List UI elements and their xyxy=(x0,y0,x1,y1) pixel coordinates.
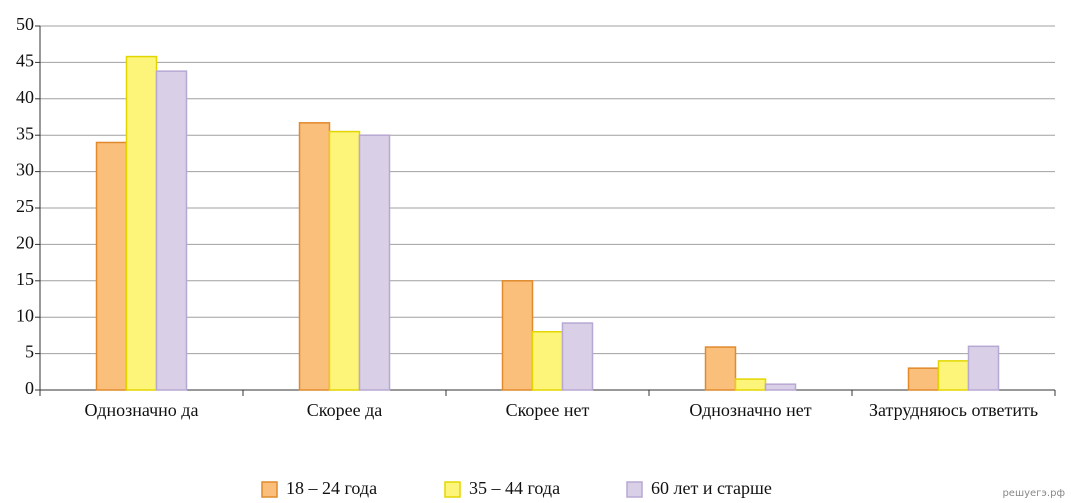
legend-label: 35 – 44 года xyxy=(469,478,560,498)
y-tick-label: 25 xyxy=(16,196,34,216)
bar xyxy=(907,367,940,391)
bar xyxy=(937,360,970,391)
bar xyxy=(764,383,797,391)
y-tick-label: 0 xyxy=(25,378,34,398)
legend-label: 60 лет и старше xyxy=(651,478,772,498)
bar xyxy=(561,322,594,391)
bar xyxy=(531,331,564,391)
x-tick-label: Однозначно нет xyxy=(689,400,812,420)
x-tick-label: Однозначно да xyxy=(84,400,199,420)
bar xyxy=(328,130,361,391)
x-tick-label: Скорее нет xyxy=(505,400,590,420)
bar xyxy=(734,378,767,391)
bar xyxy=(501,280,534,391)
y-tick-label: 10 xyxy=(16,305,34,325)
bar xyxy=(95,141,128,391)
legend-swatch xyxy=(261,481,278,498)
y-tick-label: 30 xyxy=(16,160,34,180)
bar xyxy=(704,346,737,391)
bar xyxy=(298,122,331,391)
bar xyxy=(125,55,158,391)
y-tick-label: 5 xyxy=(25,342,34,362)
legend-swatch xyxy=(444,481,461,498)
bar xyxy=(967,345,1000,391)
bar xyxy=(155,70,188,391)
y-tick-label: 45 xyxy=(16,51,34,71)
x-tick-label: Затрудняюсь ответить xyxy=(868,400,1039,420)
bar xyxy=(358,134,391,391)
legend-label: 18 – 24 года xyxy=(286,478,377,498)
y-tick-label: 50 xyxy=(16,14,34,34)
watermark: решуегэ.рф xyxy=(1002,488,1065,499)
y-tick-label: 20 xyxy=(16,233,34,253)
y-tick-label: 35 xyxy=(16,123,34,143)
legend-swatch xyxy=(626,481,643,498)
y-tick-label: 15 xyxy=(16,269,34,289)
y-tick-label: 40 xyxy=(16,87,34,107)
x-tick-label: Скорее да xyxy=(306,400,383,420)
